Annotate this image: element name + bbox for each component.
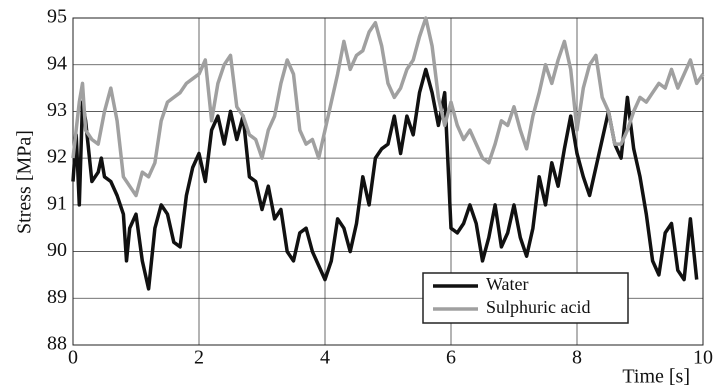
- x-tick-label: 6: [446, 347, 456, 369]
- x-tick-label: 8: [572, 347, 582, 369]
- x-tick-label: 4: [320, 347, 330, 369]
- x-tick-label: 10: [693, 347, 713, 369]
- series-line: [71, 67, 699, 291]
- x-tick-label: 2: [194, 347, 204, 369]
- legend-label: Sulphuric acid: [486, 297, 590, 317]
- y-tick-label: 91: [47, 192, 67, 214]
- y-tick-label: 89: [47, 286, 67, 308]
- y-tick-label: 93: [47, 99, 67, 121]
- series-line: [71, 16, 705, 198]
- legend-box: [422, 272, 629, 324]
- y-tick-label: 94: [47, 52, 67, 74]
- y-tick-label: 95: [47, 6, 67, 28]
- y-tick-label: 92: [47, 146, 67, 168]
- y-tick-label: 88: [47, 333, 67, 355]
- legend-label: Water: [486, 274, 529, 294]
- x-axis-label: Time [s]: [622, 366, 690, 388]
- y-tick-label: 90: [47, 239, 67, 261]
- x-tick-label: 0: [68, 347, 78, 369]
- y-axis-label: Stress [MPa]: [14, 130, 36, 234]
